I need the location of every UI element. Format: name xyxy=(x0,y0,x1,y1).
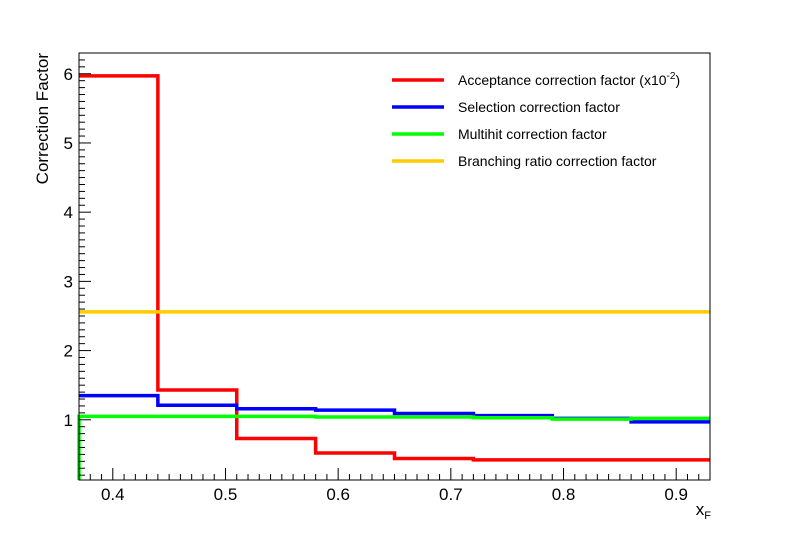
series-line-2 xyxy=(77,414,710,480)
y-tick-label: 3 xyxy=(64,272,73,291)
x-tick-label: 0.7 xyxy=(439,485,463,504)
x-axis-title: xF xyxy=(696,500,712,522)
legend-label-2: Multihit correction factor xyxy=(458,126,607,142)
series-line-0 xyxy=(79,74,710,462)
y-tick-label: 5 xyxy=(64,134,73,153)
series-layer xyxy=(77,74,710,480)
x-tick-label: 0.6 xyxy=(326,485,350,504)
legend-label-1: Selection correction factor xyxy=(458,99,620,115)
y-axis-title: Correction Factor xyxy=(33,53,52,185)
legend-label-0: Acceptance correction factor (x10-2) xyxy=(458,71,680,88)
legend-label-3: Branching ratio correction factor xyxy=(458,153,657,169)
ticks-layer xyxy=(79,59,711,480)
x-axis-title-subscript: F xyxy=(704,510,711,522)
y-tick-label: 2 xyxy=(64,342,73,361)
y-tick-label: 6 xyxy=(64,65,73,84)
y-tick-label: 4 xyxy=(64,203,73,222)
y-tick-label: 1 xyxy=(64,411,73,430)
tick-labels-layer: 0.4 0.5 0.6 0.7 0.8 0.9 1 2 3 4 5 6 xyxy=(64,65,688,504)
legend: Acceptance correction factor (x10-2) Sele… xyxy=(392,71,680,169)
x-tick-label: 0.8 xyxy=(552,485,576,504)
x-axis-title-main: x xyxy=(696,500,705,519)
x-tick-label: 0.9 xyxy=(664,485,688,504)
x-tick-label: 0.4 xyxy=(101,485,125,504)
x-tick-label: 0.5 xyxy=(214,485,238,504)
